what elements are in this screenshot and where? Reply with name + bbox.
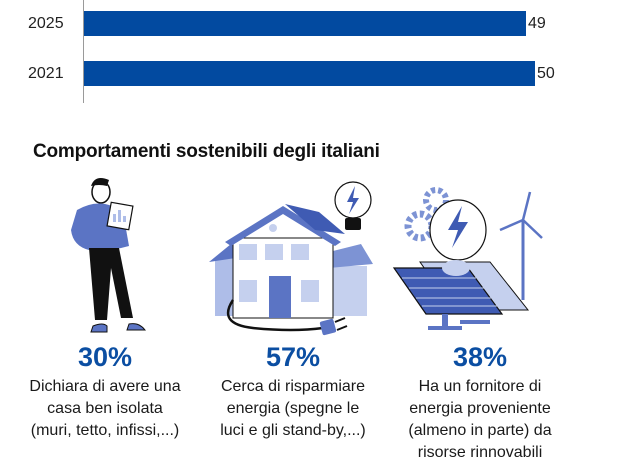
y-axis-line	[83, 0, 84, 103]
stat-percent: 30%	[77, 342, 133, 372]
desc-line: (almeno in parte) da	[408, 422, 552, 439]
person-with-chart-icon	[5, 170, 205, 340]
bar-chart: 2025 49 2021 50	[0, 0, 623, 105]
stat-description: Dichiara di avere una casa ben isolata (…	[5, 376, 205, 442]
stat-percent: 57%	[265, 342, 321, 372]
desc-line: Cerca di risparmiare	[220, 378, 366, 395]
desc-line: Ha un fornitore di	[418, 378, 542, 395]
bar-label: 2025	[28, 15, 64, 32]
section-title: Comportamenti sostenibili degli italiani	[33, 141, 380, 162]
stat-card-energy-saving: 57% Cerca di risparmiare energia (spegne…	[193, 170, 393, 442]
bar-2025	[84, 11, 526, 36]
bar-2021	[84, 61, 535, 86]
desc-line: (muri, tetto, infissi,...)	[30, 422, 180, 439]
bar-label: 2021	[28, 65, 64, 82]
stat-card-insulated-home: 30% Dichiara di avere una casa ben isola…	[5, 170, 205, 442]
bar-row-2021: 2021 50	[0, 61, 623, 87]
desc-line: casa ben isolata	[47, 400, 163, 417]
stat-description: Ha un fornitore di energia proveniente (…	[380, 376, 580, 464]
house-solar-bulb-icon	[193, 170, 393, 340]
desc-line: luci e gli stand-by,...)	[220, 422, 366, 439]
desc-line: energia (spegne le	[226, 400, 360, 417]
stat-description: Cerca di risparmiare energia (spegne le …	[193, 376, 393, 442]
stat-card-renewable-supplier: 38% Ha un fornitore di energia provenien…	[380, 170, 580, 464]
renewable-energy-icon	[380, 170, 580, 340]
desc-line: energia proveniente	[409, 400, 551, 417]
bar-value: 49	[528, 15, 546, 32]
stat-percent: 38%	[452, 342, 508, 372]
bar-value: 50	[537, 65, 555, 82]
bar-row-2025: 2025 49	[0, 11, 623, 37]
desc-line: Dichiara di avere una	[29, 378, 181, 395]
desc-line: risorse rinnovabili	[417, 444, 543, 461]
